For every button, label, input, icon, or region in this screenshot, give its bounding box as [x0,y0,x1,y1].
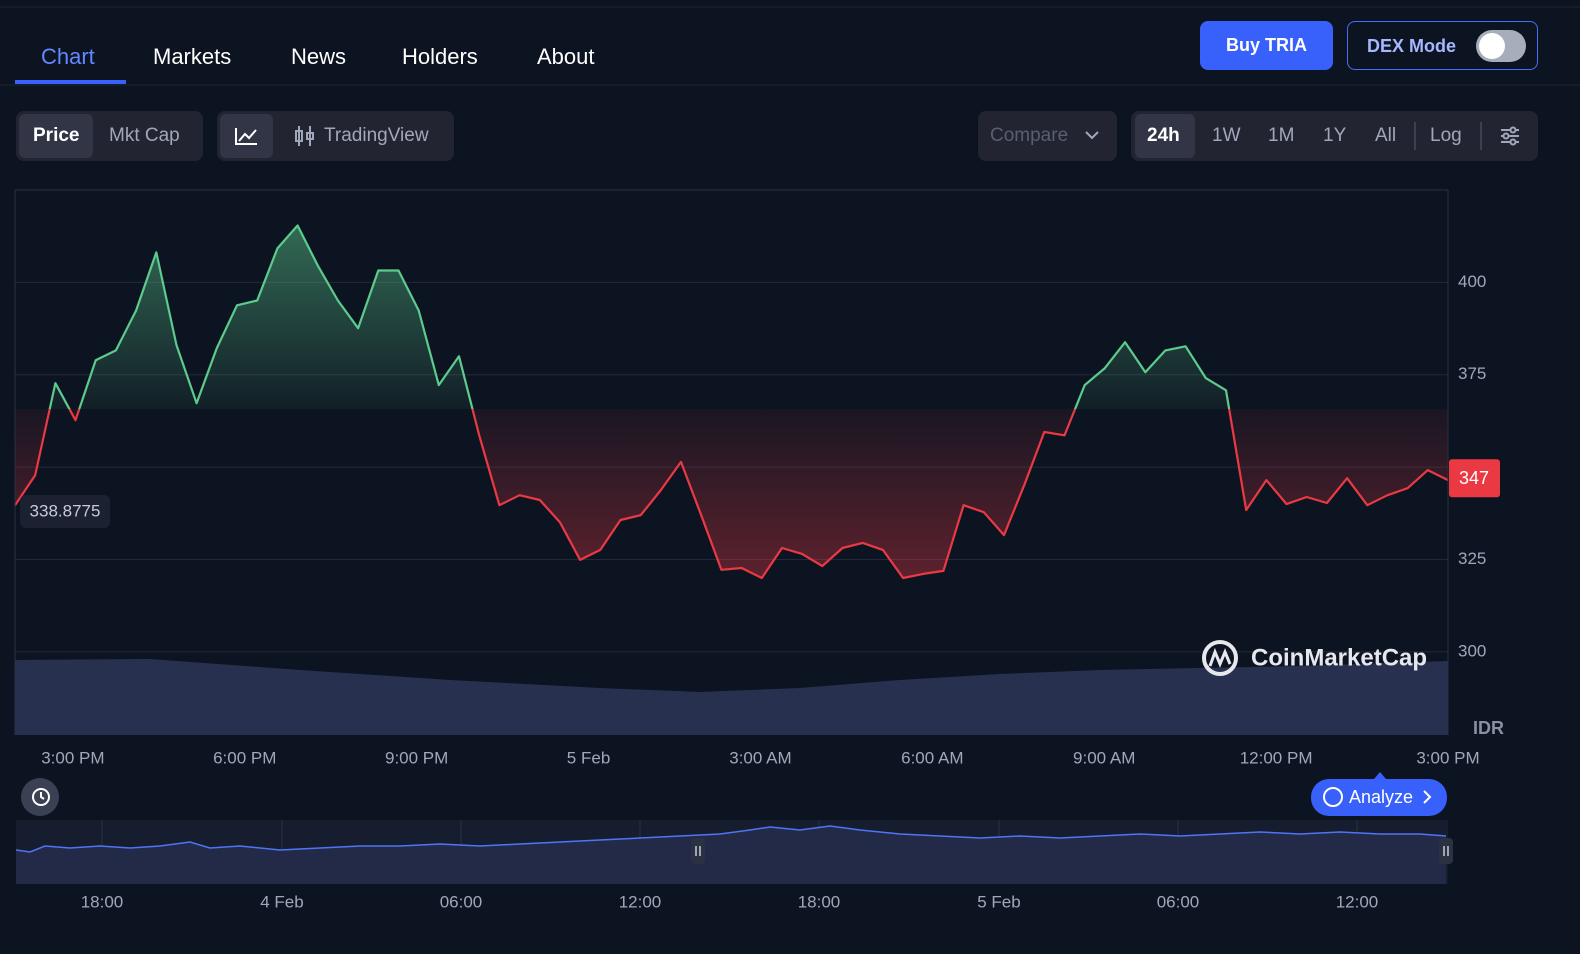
compare-label: Compare [990,125,1069,146]
watermark-logo [1208,647,1232,668]
history-icon [40,792,45,800]
last-price-label: 347 [1459,468,1489,488]
watermark-text: CoinMarketCap [1251,644,1427,671]
analyze-button[interactable] [1311,779,1447,816]
navigator-handle[interactable] [1439,838,1453,864]
handle-grip [1443,846,1449,856]
x-tick-label: 12:00 PM [1240,748,1313,767]
navigator-label: 12:00 [619,892,662,911]
analyze-icon [1323,787,1343,807]
tab-underline [15,80,126,84]
analyze-chevron [1423,790,1432,804]
toggle-knob [1479,33,1505,59]
tab[interactable]: Markets [153,44,232,69]
history-icon [32,788,50,806]
navigator-label: 5 Feb [977,892,1020,911]
navigator-handle[interactable] [691,838,705,864]
range-option[interactable]: All [1375,125,1397,146]
open-price-tag [20,495,110,528]
x-tick-label: 6:00 AM [901,748,963,767]
active-chip [19,114,93,158]
last-price-tag [1449,459,1500,498]
range-group [1131,111,1538,161]
analyze-pointer [1374,772,1386,779]
dex-label: DEX Mode [1367,36,1457,56]
toggle[interactable] [1476,30,1526,62]
x-tick-label: 6:00 PM [213,748,276,767]
x-tick-label: 9:00 AM [1073,748,1135,767]
analyze-label: Analyze [1349,787,1413,807]
watermark-logo [1202,640,1238,676]
log-option[interactable]: Log [1430,125,1462,146]
x-tick-label: 3:00 PM [41,748,104,767]
line-chart-button[interactable] [220,114,273,158]
y-tick-label: 375 [1458,364,1486,383]
x-tick-label: 9:00 PM [385,748,448,767]
navigator-label: 06:00 [440,892,483,911]
metric-option[interactable]: Mkt Cap [109,125,180,146]
watermark: CoinMarketCap [1202,640,1427,676]
price-line [14,224,1449,580]
navigator-area [16,826,1446,884]
navigator-label: 4 Feb [260,892,303,911]
range-option[interactable]: 1Y [1323,125,1347,146]
y-tick-label: 400 [1458,272,1486,291]
y-tick-label: 300 [1458,641,1486,660]
navigator-label: 06:00 [1157,892,1200,911]
active-chip [1135,114,1195,158]
tab[interactable]: News [291,44,347,69]
dex-mode-button[interactable]: DEX Mode [1347,21,1538,70]
candle-icon [295,126,314,146]
separator [1480,122,1482,150]
y-tick-label: 325 [1458,549,1486,568]
settings-icon[interactable] [1499,125,1521,147]
x-tick-label: 5 Feb [567,748,610,767]
range-option[interactable]: 1W [1212,125,1241,146]
range-option[interactable]: 1M [1268,125,1295,146]
price-area [15,225,1448,578]
tab[interactable]: About [537,44,595,69]
tab[interactable]: Chart [41,44,95,69]
handle-grip [695,846,701,856]
chevron [1085,131,1099,140]
navigator-label: 12:00 [1336,892,1379,911]
navigator-line [15,825,1447,853]
navigator-label: 18:00 [798,892,841,911]
open-price-label: 338.8775 [30,501,101,520]
separator [1414,122,1416,150]
volume-area [15,659,1448,735]
tradingview-option[interactable]: TradingView [324,125,429,146]
range-option[interactable]: 24h [1147,125,1180,146]
navigator-label: 18:00 [81,892,124,911]
metric-option[interactable]: Price [33,125,80,146]
tab[interactable]: Holders [402,44,478,69]
x-tick-label: 3:00 AM [729,748,791,767]
buy-button[interactable]: Buy TRIA [1200,21,1333,70]
currency-label: IDR [1473,718,1504,738]
line-icon [235,128,257,145]
x-tick-label: 3:00 PM [1416,748,1479,767]
